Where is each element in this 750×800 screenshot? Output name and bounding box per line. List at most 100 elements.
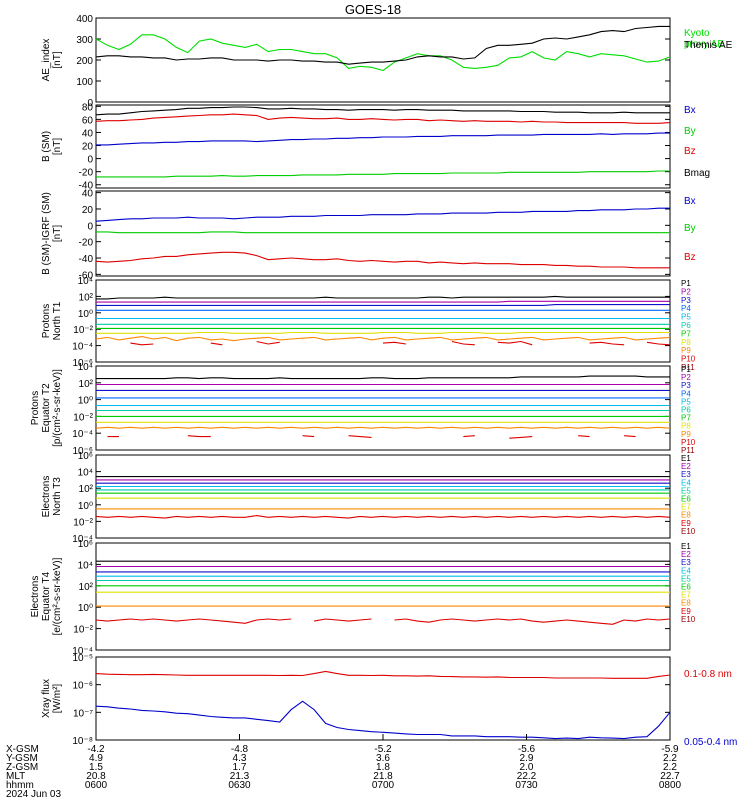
y-tick-label: 10⁻⁴ xyxy=(72,342,93,353)
series-line xyxy=(95,670,671,679)
y-tick-label: 10⁻⁴ xyxy=(72,429,93,440)
legend-label: P2 xyxy=(681,287,691,296)
legend-label: By xyxy=(684,223,696,234)
legend-label: Bz xyxy=(684,252,696,263)
y-tick-label: 300 xyxy=(76,35,93,46)
y-axis-label: ElectronsNorth T3 xyxy=(41,476,63,518)
legend-label: E6 xyxy=(681,583,691,592)
y-tick-label: 10⁻⁶ xyxy=(72,681,93,692)
legend-label: P7 xyxy=(681,329,691,338)
y-tick-label: 10² xyxy=(79,582,94,593)
legend-label: Kyoto proxy AE xyxy=(684,28,724,50)
y-tick-label: 80 xyxy=(82,102,94,113)
y-tick-label: 10⁰ xyxy=(78,501,93,512)
y-tick-label: 10⁴ xyxy=(78,468,93,479)
series-line xyxy=(95,618,671,625)
panel-6: 10⁶ 10⁴ 10² 10⁰ 10⁻² 10⁻⁴ ElectronsEquator T4[… xyxy=(30,539,696,657)
footer-value: 1.7 xyxy=(233,762,247,773)
y-tick-label: 10⁰ xyxy=(78,396,93,407)
y-tick-label: 10⁻⁴ xyxy=(72,646,93,657)
y-tick-label: 10⁰ xyxy=(78,309,93,320)
legend-label: P9 xyxy=(681,430,691,439)
legend-label: P9 xyxy=(681,346,691,355)
legend-label: E1 xyxy=(681,542,691,551)
y-axis-label: AE_index[nT] xyxy=(41,39,63,82)
panel-frame xyxy=(95,190,671,277)
footer-value: 0600 xyxy=(85,780,108,791)
y-tick-label: 10⁻⁸ xyxy=(72,736,93,747)
series-line xyxy=(95,113,671,124)
series-line xyxy=(107,435,636,439)
series-line xyxy=(95,336,671,342)
legend-label: E7 xyxy=(681,591,691,600)
series-line xyxy=(95,106,670,116)
series-line xyxy=(95,25,670,65)
y-tick-label: 10⁴ xyxy=(78,362,93,373)
y-tick-label: -20 xyxy=(79,238,94,249)
footer-value: 1.8 xyxy=(376,762,390,773)
y-tick-label: 10⁴ xyxy=(78,276,93,287)
legend-label: E7 xyxy=(681,503,691,512)
y-axis-label: ElectronsEquator T4[e/(cm²-s-sr-keV)] xyxy=(30,557,63,635)
legend-label: P6 xyxy=(681,321,691,330)
panel-7: 10⁻⁵ 10⁻⁶ 10⁻⁷ 10⁻⁸ Xray flux[W/m²] 0.1-0.8 n… xyxy=(41,653,737,748)
legend-label: E9 xyxy=(681,607,691,616)
footer-value: 1.5 xyxy=(89,762,103,773)
footer-date: 2024 Jun 03 xyxy=(6,789,61,800)
legend-label: E10 xyxy=(681,615,696,624)
footer-value: 22.7 xyxy=(660,771,680,782)
legend-label: E3 xyxy=(681,558,691,567)
y-tick-label: 10⁶ xyxy=(78,539,93,550)
footer-value: -4.2 xyxy=(87,744,105,755)
series-line xyxy=(95,251,670,269)
legend-label: E9 xyxy=(681,519,691,528)
legend-label: E4 xyxy=(681,478,691,487)
y-tick-label: 10⁻² xyxy=(73,517,93,528)
legend-label: E5 xyxy=(681,574,691,583)
y-tick-label: -60 xyxy=(79,270,94,281)
y-tick-label: 0 xyxy=(87,98,93,109)
legend-label: E10 xyxy=(681,527,696,536)
y-axis-label: Xray flux[W/m²] xyxy=(41,679,63,718)
panel-frame xyxy=(95,454,671,539)
y-tick-label: 10⁻² xyxy=(73,325,93,336)
y-tick-label: 10⁻⁴ xyxy=(72,534,93,545)
legend-label: P2 xyxy=(681,373,691,382)
y-tick-label: 10⁻² xyxy=(73,625,93,636)
footer-row-label: MLT xyxy=(6,771,25,782)
footer-value: 2.2 xyxy=(663,762,677,773)
y-axis-label: ProtonsEquator T2[p/(cm²-s-sr-keV)] xyxy=(30,369,63,447)
series-line xyxy=(96,300,670,303)
legend-label: P11 xyxy=(681,363,695,372)
y-tick-label: 200 xyxy=(76,56,93,67)
y-tick-label: 20 xyxy=(82,142,94,153)
footer-value: -5.2 xyxy=(374,744,392,755)
legend-label: E1 xyxy=(681,454,691,463)
legend-label: E4 xyxy=(681,566,691,575)
footer-row-label: hhmm xyxy=(6,780,34,791)
panel-1: -40 -20 0 20 40 60 80 B (SM)[nT] Bx By Bz Bmag xyxy=(41,102,710,191)
legend-label: E3 xyxy=(681,470,691,479)
footer-value: 0800 xyxy=(659,780,682,791)
footer-row-label: Y-GSM xyxy=(6,753,38,764)
legend-label: Bz xyxy=(684,146,696,157)
series-line xyxy=(95,700,671,740)
panel-frame xyxy=(95,279,671,363)
legend-label: P1 xyxy=(681,365,691,374)
footer-row-label: Z-GSM xyxy=(6,762,38,773)
panel-frame xyxy=(95,365,671,451)
legend-label: P5 xyxy=(681,313,691,322)
series-line xyxy=(96,132,670,146)
footer-value: 0730 xyxy=(515,780,538,791)
footer-value: -5.9 xyxy=(661,744,679,755)
footer-value: 2.0 xyxy=(520,762,534,773)
legend-label: E5 xyxy=(681,486,691,495)
series-line xyxy=(96,231,670,234)
y-tick-label: 10⁻⁷ xyxy=(73,708,93,719)
legend-label: P1 xyxy=(681,279,691,288)
footer-value: 4.9 xyxy=(89,753,103,764)
y-tick-label: 10⁻² xyxy=(73,412,93,423)
legend-label: P3 xyxy=(681,296,691,305)
